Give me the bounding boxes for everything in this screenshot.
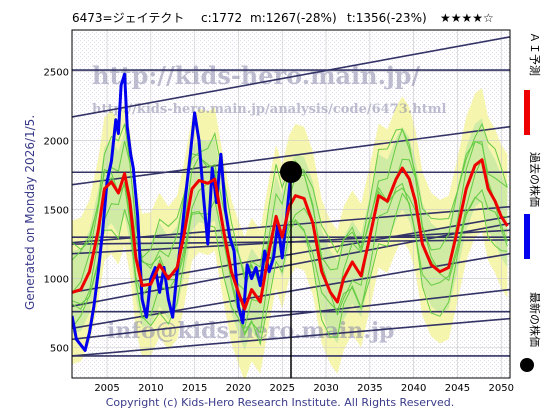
- y-tick-label: 2000: [44, 136, 69, 147]
- copyright-footer: Copyright (c) Kids-Hero Research Institu…: [106, 396, 455, 409]
- y-axis-ticks: 500 1000 1500 2000 2500: [44, 67, 69, 354]
- header-code-name: 6473=ジェイテクト: [72, 11, 184, 25]
- generated-date-label: Generated on Monday 2026/1/5.: [23, 115, 37, 310]
- legend-past-swatch: [524, 214, 530, 259]
- trend-line: [72, 36, 510, 118]
- x-tick-label: 2040: [401, 383, 426, 394]
- x-tick-label: 2050: [489, 383, 514, 394]
- ai-forecast-series: [72, 158, 509, 311]
- legend-forecast-swatch: [524, 90, 530, 135]
- x-tick-label: 2020: [226, 383, 251, 394]
- y-tick-label: 500: [50, 344, 69, 355]
- legend-latest-label: 最新の株価: [528, 292, 542, 347]
- legend: ＡＩ予測 過去の株価 最新の株価: [520, 32, 542, 372]
- x-tick-label: 2005: [94, 383, 119, 394]
- y-tick-label: 1500: [44, 206, 69, 217]
- x-axis-ticks: 2005 2010 2015 2020 2025 2030 2035 2040 2045 2050: [94, 383, 514, 394]
- header-rating: ★★★★☆: [440, 11, 494, 25]
- header-current-price: c:1772: [201, 11, 242, 25]
- x-tick-label: 2035: [357, 383, 382, 394]
- latest-price-point: [280, 160, 302, 183]
- x-tick-label: 2030: [313, 383, 338, 394]
- y-tick-label: 1000: [44, 275, 69, 286]
- watermark-url-large: http://kids-hero.main.jp/: [92, 61, 420, 90]
- plot-frame: [71, 29, 511, 379]
- header-t-value: t:1356(-23%): [347, 11, 427, 25]
- trend-line: [72, 125, 510, 186]
- past-price-series: [72, 72, 293, 352]
- legend-forecast-label: ＡＩ予測: [528, 32, 542, 76]
- legend-past-label: 過去の株価: [528, 152, 542, 207]
- x-tick-label: 2045: [445, 383, 470, 394]
- legend-latest-swatch: [520, 358, 534, 372]
- x-tick-label: 2015: [182, 383, 207, 394]
- x-tick-label: 2010: [138, 383, 163, 394]
- header-m-value: m:1267(-28%): [250, 11, 337, 25]
- y-tick-label: 2500: [44, 67, 69, 78]
- watermark-url-small: http://kids-hero.main.jp/analysis/code/6…: [92, 102, 447, 117]
- x-tick-label: 2025: [270, 383, 295, 394]
